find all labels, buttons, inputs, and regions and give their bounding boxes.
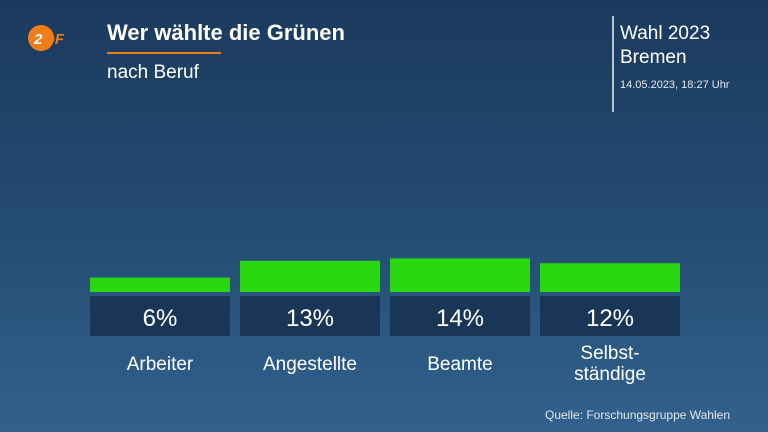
category-label-line: Beamte bbox=[427, 354, 492, 375]
category-label-arbeiter: Arbeiter bbox=[127, 354, 194, 375]
bar-selbststaendige bbox=[540, 263, 680, 292]
source-note: Quelle: Forschungsgruppe Wahlen bbox=[545, 408, 730, 422]
value-label-beamte: 14% bbox=[436, 305, 484, 332]
category-label-line: Arbeiter bbox=[127, 354, 194, 375]
value-box-angestellte bbox=[240, 296, 380, 336]
category-label-line: ständige bbox=[574, 364, 646, 385]
value-label-selbststaendige: 12% bbox=[586, 305, 634, 332]
value-label-angestellte: 13% bbox=[286, 305, 334, 332]
bar-angestellte bbox=[240, 260, 380, 292]
chart-subtitle: nach Beruf bbox=[107, 62, 199, 83]
category-label-beamte: Beamte bbox=[427, 354, 492, 375]
election-region: Bremen bbox=[620, 47, 687, 68]
svg-text:DF: DF bbox=[44, 31, 65, 48]
category-label-selbststaendige: Selbst-ständige bbox=[574, 343, 646, 385]
header-divider bbox=[612, 16, 614, 112]
value-box-beamte bbox=[390, 296, 530, 336]
value-box-arbeiter bbox=[90, 296, 230, 336]
election-name: Wahl 2023 bbox=[620, 23, 711, 44]
title-underline bbox=[107, 52, 221, 54]
category-label-angestellte: Angestellte bbox=[263, 354, 357, 375]
svg-text:2: 2 bbox=[33, 31, 43, 48]
category-label-line: Angestellte bbox=[263, 354, 357, 375]
timestamp: 14.05.2023, 18:27 Uhr bbox=[620, 79, 730, 91]
election-info: Wahl 2023 Bremen bbox=[620, 22, 710, 70]
zdf-logo: 2 DF bbox=[28, 25, 65, 51]
value-label-arbeiter: 6% bbox=[143, 305, 178, 332]
chart-title: Wer wählte die Grünen bbox=[107, 20, 345, 45]
category-label-line: Selbst- bbox=[580, 343, 639, 364]
value-box-selbststaendige bbox=[540, 296, 680, 336]
bar-beamte bbox=[390, 258, 530, 292]
bar-arbeiter bbox=[90, 277, 230, 292]
